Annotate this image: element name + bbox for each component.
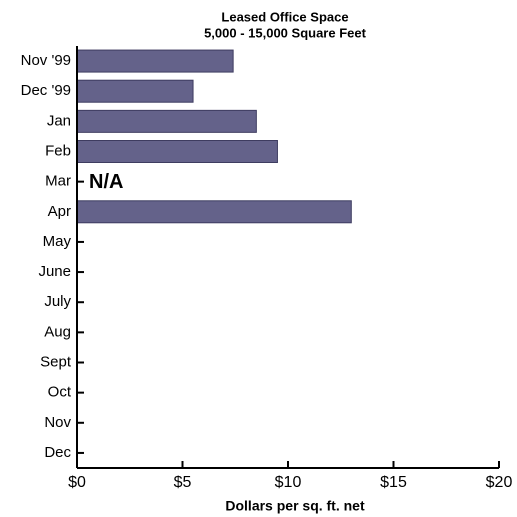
- y-tick-label: May: [43, 233, 72, 250]
- x-tick-label: $15: [380, 474, 407, 491]
- bar: [76, 200, 352, 224]
- annotation: N/A: [89, 171, 123, 193]
- y-tick-label: July: [44, 293, 71, 310]
- bar: [76, 140, 278, 163]
- y-tick-label: Oct: [48, 384, 72, 401]
- y-tick-label: Sept: [40, 353, 72, 370]
- y-tick-label: Apr: [48, 203, 71, 220]
- y-tick-label: June: [38, 263, 71, 280]
- y-tick-label: Dec: [44, 444, 71, 461]
- y-tick-label: Aug: [44, 323, 71, 340]
- y-tick-label: Nov: [44, 414, 71, 431]
- y-tick-label: Nov '99: [21, 52, 71, 69]
- bar: [76, 109, 257, 133]
- bar: [76, 79, 194, 103]
- x-tick-label: $20: [486, 474, 513, 491]
- bar: [76, 49, 234, 73]
- x-axis-label: Dollars per sq. ft. net: [225, 498, 365, 514]
- x-tick-label: $0: [68, 474, 86, 491]
- y-tick-label: Dec '99: [21, 82, 71, 99]
- y-tick-label: Feb: [45, 142, 71, 159]
- x-tick-label: $10: [275, 474, 302, 491]
- chart-title: Leased Office Space: [221, 9, 348, 24]
- chart-subtitle: 5,000 - 15,000 Square Feet: [204, 25, 367, 40]
- y-tick-label: Jan: [47, 112, 71, 129]
- x-tick-label: $5: [174, 474, 192, 491]
- y-tick-label: Mar: [45, 173, 71, 190]
